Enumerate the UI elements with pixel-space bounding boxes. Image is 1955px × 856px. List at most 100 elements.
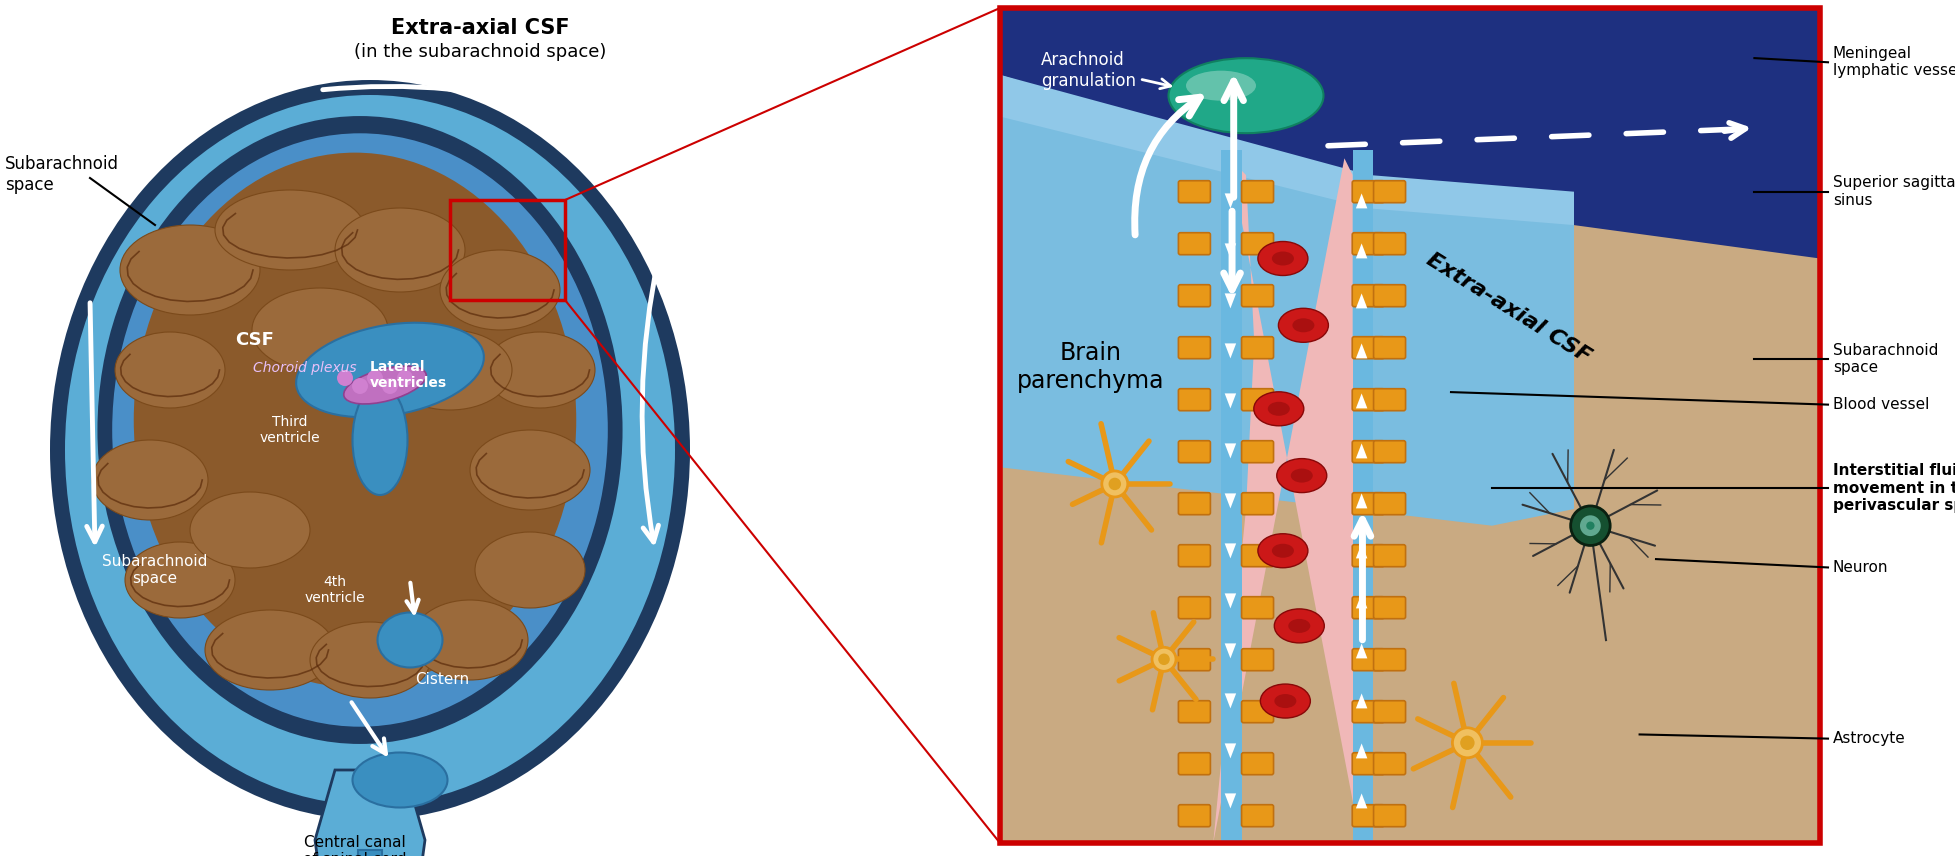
Text: Astrocyte: Astrocyte: [1832, 731, 1904, 746]
FancyBboxPatch shape: [1351, 493, 1384, 514]
Text: Subarachnoid
space: Subarachnoid space: [6, 155, 119, 193]
FancyBboxPatch shape: [1372, 544, 1406, 567]
Text: Third
ventricle: Third ventricle: [260, 415, 321, 445]
Text: Blood vessel: Blood vessel: [1832, 397, 1928, 412]
Text: Extra-axial CSF: Extra-axial CSF: [1421, 250, 1593, 367]
FancyBboxPatch shape: [1177, 285, 1210, 306]
Ellipse shape: [1257, 241, 1308, 276]
FancyBboxPatch shape: [1177, 493, 1210, 514]
FancyBboxPatch shape: [1241, 285, 1273, 306]
Ellipse shape: [65, 95, 674, 805]
FancyBboxPatch shape: [1177, 649, 1210, 671]
Polygon shape: [1224, 593, 1236, 609]
Text: Subarachnoid
space: Subarachnoid space: [102, 554, 207, 586]
FancyBboxPatch shape: [1241, 181, 1273, 203]
FancyBboxPatch shape: [1372, 389, 1406, 411]
Polygon shape: [1224, 294, 1236, 308]
FancyBboxPatch shape: [1177, 597, 1210, 619]
Polygon shape: [1355, 493, 1367, 508]
Circle shape: [1151, 647, 1175, 671]
Ellipse shape: [92, 440, 207, 520]
Ellipse shape: [387, 330, 512, 410]
FancyBboxPatch shape: [1372, 805, 1406, 827]
FancyBboxPatch shape: [1241, 233, 1273, 255]
FancyBboxPatch shape: [1372, 701, 1406, 722]
Ellipse shape: [377, 613, 442, 668]
Polygon shape: [999, 74, 1574, 526]
FancyBboxPatch shape: [1241, 544, 1273, 567]
FancyBboxPatch shape: [1372, 493, 1406, 514]
FancyBboxPatch shape: [1351, 597, 1384, 619]
FancyBboxPatch shape: [1241, 649, 1273, 671]
FancyBboxPatch shape: [1177, 336, 1210, 359]
FancyBboxPatch shape: [1241, 336, 1273, 359]
FancyBboxPatch shape: [1351, 805, 1384, 827]
Circle shape: [1101, 471, 1128, 497]
Ellipse shape: [51, 80, 690, 820]
Polygon shape: [1353, 150, 1372, 843]
Circle shape: [1580, 515, 1599, 536]
Text: Interstitial fluid
movement in the
perivascular space: Interstitial fluid movement in the periv…: [1832, 463, 1955, 513]
Polygon shape: [1355, 693, 1367, 709]
FancyBboxPatch shape: [1177, 389, 1210, 411]
FancyBboxPatch shape: [1177, 805, 1210, 827]
FancyBboxPatch shape: [1241, 805, 1273, 827]
FancyBboxPatch shape: [1351, 649, 1384, 671]
Polygon shape: [315, 770, 424, 856]
Text: Extra-axial CSF: Extra-axial CSF: [391, 18, 569, 38]
Ellipse shape: [1290, 468, 1312, 483]
Polygon shape: [1212, 158, 1368, 843]
Ellipse shape: [475, 532, 585, 608]
FancyBboxPatch shape: [1372, 233, 1406, 255]
Polygon shape: [1224, 243, 1236, 259]
FancyBboxPatch shape: [1372, 752, 1406, 775]
Polygon shape: [1224, 693, 1236, 709]
Circle shape: [397, 370, 413, 386]
FancyBboxPatch shape: [1241, 701, 1273, 722]
Bar: [999, 8, 1818, 843]
FancyBboxPatch shape: [1241, 441, 1273, 463]
Ellipse shape: [309, 622, 430, 698]
Circle shape: [381, 378, 397, 394]
FancyBboxPatch shape: [1351, 181, 1384, 203]
Polygon shape: [1224, 443, 1236, 459]
Circle shape: [1586, 521, 1593, 530]
Polygon shape: [1224, 644, 1236, 658]
Ellipse shape: [1279, 308, 1327, 342]
Polygon shape: [1224, 394, 1236, 408]
Polygon shape: [1355, 544, 1367, 558]
Ellipse shape: [190, 492, 309, 568]
Ellipse shape: [98, 116, 622, 744]
FancyBboxPatch shape: [1372, 285, 1406, 306]
Polygon shape: [999, 74, 1574, 225]
Ellipse shape: [1185, 71, 1255, 101]
FancyBboxPatch shape: [1351, 336, 1384, 359]
Ellipse shape: [344, 366, 426, 404]
Ellipse shape: [1167, 58, 1324, 134]
FancyBboxPatch shape: [1351, 233, 1384, 255]
FancyBboxPatch shape: [1241, 493, 1273, 514]
Text: CSF: CSF: [235, 331, 274, 349]
Circle shape: [1570, 506, 1609, 545]
Polygon shape: [1355, 743, 1367, 758]
Ellipse shape: [205, 610, 334, 690]
FancyBboxPatch shape: [1177, 752, 1210, 775]
FancyBboxPatch shape: [1372, 649, 1406, 671]
Ellipse shape: [413, 600, 528, 680]
Circle shape: [1460, 735, 1474, 750]
Ellipse shape: [1271, 544, 1294, 558]
Ellipse shape: [1273, 609, 1324, 643]
Ellipse shape: [119, 225, 260, 315]
Polygon shape: [1355, 644, 1367, 658]
FancyBboxPatch shape: [1177, 181, 1210, 203]
Ellipse shape: [352, 385, 407, 495]
Polygon shape: [1224, 493, 1236, 508]
Polygon shape: [1355, 193, 1367, 208]
FancyBboxPatch shape: [1372, 336, 1406, 359]
Ellipse shape: [352, 752, 448, 807]
Ellipse shape: [485, 332, 594, 408]
Polygon shape: [1224, 193, 1236, 208]
Polygon shape: [1220, 150, 1241, 843]
Text: Cistern: Cistern: [414, 673, 469, 687]
Polygon shape: [1355, 593, 1367, 609]
